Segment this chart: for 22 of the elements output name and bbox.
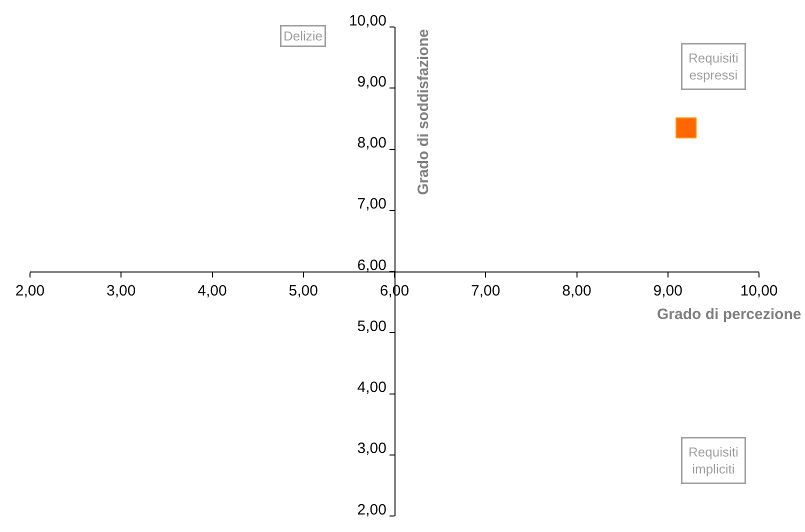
y-tick-label: 10,00 xyxy=(348,12,386,30)
x-tick-label: 9,00 xyxy=(653,282,682,300)
x-tick-label: 7,00 xyxy=(471,282,500,300)
x-tick-label: 8,00 xyxy=(562,282,592,300)
y-tick-label: 7,00 xyxy=(357,196,386,213)
x-tick-label: 3,00 xyxy=(106,282,136,300)
y-tick-label: 8,00 xyxy=(357,134,386,152)
annotation: Delizie xyxy=(284,28,323,44)
x-tick-label: 10,00 xyxy=(740,282,778,300)
x-tick-label: 5,00 xyxy=(288,282,318,300)
y-tick-label: 3,00 xyxy=(357,440,386,458)
y-tick-label: 9,00 xyxy=(357,73,386,90)
annotation: Requisiti espressi xyxy=(688,50,738,82)
y-tick-label: 5,00 xyxy=(357,318,386,335)
annotation: Requisiti impliciti xyxy=(688,444,738,476)
y-tick-label: 2,00 xyxy=(357,501,386,518)
y-tick-label: 6,00 xyxy=(357,256,386,274)
y-tick-label: 4,00 xyxy=(357,379,386,396)
y-axis-title: Grado di soddisfazione xyxy=(415,29,432,195)
x-tick-label: 4,00 xyxy=(198,282,227,300)
x-tick-label: 2,00 xyxy=(15,282,45,300)
x-axis-title: Grado di percezione xyxy=(657,306,802,323)
